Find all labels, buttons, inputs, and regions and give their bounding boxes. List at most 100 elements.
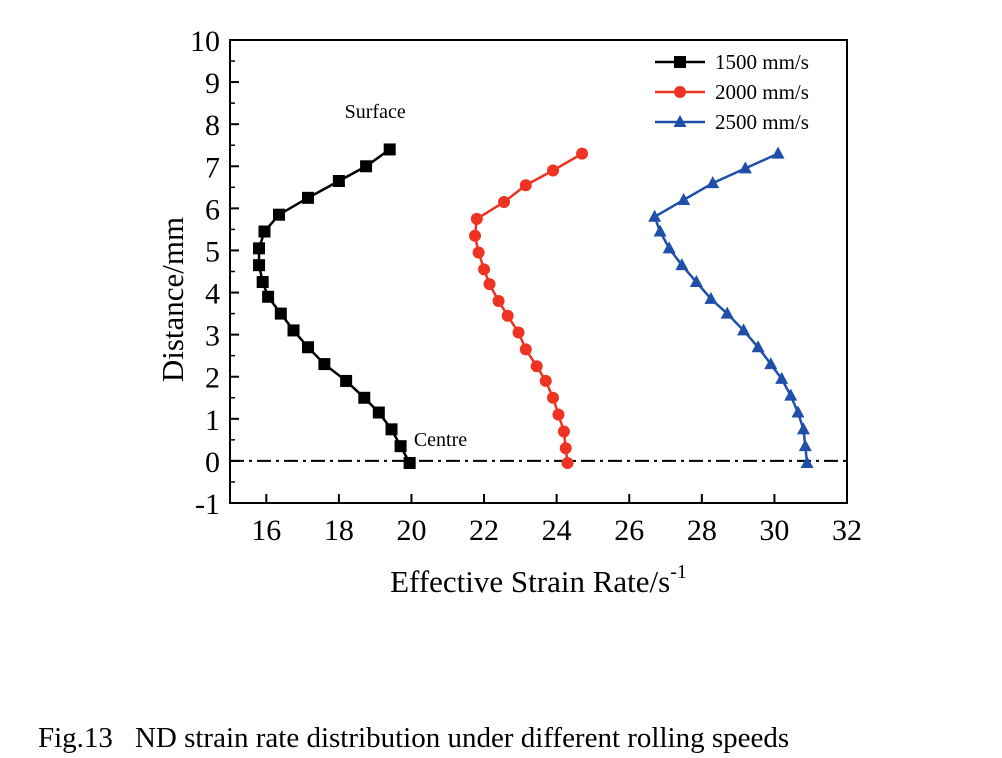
y-tick-label: 10 bbox=[190, 25, 220, 58]
series-3 bbox=[648, 146, 814, 469]
x-tick-label: 30 bbox=[759, 514, 789, 547]
x-axis-label: Effective Strain Rate/s-1 bbox=[390, 561, 687, 599]
data-point bbox=[557, 425, 570, 438]
data-point bbox=[547, 164, 560, 177]
data-point bbox=[258, 225, 271, 238]
data-point bbox=[272, 208, 285, 221]
y-axis-label: Distance/mm bbox=[155, 217, 190, 382]
data-point bbox=[552, 408, 565, 421]
data-point bbox=[492, 294, 505, 307]
y-tick-label: 2 bbox=[205, 362, 220, 395]
data-point bbox=[559, 442, 572, 455]
y-tick-label: 6 bbox=[205, 193, 220, 226]
series-group bbox=[253, 143, 814, 470]
data-point bbox=[539, 374, 552, 387]
y-tick-label: 9 bbox=[205, 67, 220, 100]
chart-svg: 16 18 20 22 24 26 28 30 32 -1 0 1 2 3 4 5 6 7 8 9 10 Surface… bbox=[155, 25, 862, 599]
y-tick-label: 5 bbox=[205, 235, 220, 268]
data-point bbox=[468, 229, 481, 242]
chart-axes: 16 18 20 22 24 26 28 30 32 -1 0 1 2 3 4 5 6 7 8 9 10 bbox=[190, 25, 862, 547]
data-point bbox=[561, 457, 574, 470]
series-line bbox=[257, 148, 411, 464]
data-point bbox=[360, 160, 373, 173]
data-point bbox=[318, 358, 331, 371]
x-tick-label: 20 bbox=[396, 514, 426, 547]
data-point bbox=[332, 175, 345, 188]
data-point bbox=[798, 439, 812, 452]
data-point bbox=[403, 457, 416, 470]
y-tick-label: 8 bbox=[205, 109, 220, 142]
data-point bbox=[340, 374, 353, 387]
y-tick-label: 4 bbox=[205, 278, 220, 311]
data-point bbox=[720, 306, 734, 319]
data-point bbox=[576, 147, 589, 160]
data-point bbox=[253, 259, 266, 272]
y-tick-label: -1 bbox=[195, 488, 220, 521]
series-1 bbox=[253, 143, 416, 470]
x-tick-label: 32 bbox=[832, 514, 862, 547]
data-point bbox=[498, 196, 511, 209]
series-line bbox=[473, 152, 583, 464]
legend-label: 1500 mm/s bbox=[715, 50, 809, 74]
legend-marker bbox=[674, 86, 686, 98]
data-point bbox=[648, 209, 662, 222]
caption-text: ND strain rate distribution under differ… bbox=[134, 722, 790, 754]
data-point bbox=[775, 371, 789, 384]
x-tick-label: 22 bbox=[469, 514, 499, 547]
data-point bbox=[302, 191, 315, 204]
x-tick-label: 18 bbox=[324, 514, 354, 547]
data-point bbox=[302, 341, 315, 354]
data-point bbox=[784, 388, 798, 401]
data-point bbox=[653, 224, 667, 237]
legend-label: 2000 mm/s bbox=[715, 80, 809, 104]
data-point bbox=[385, 423, 398, 436]
data-point bbox=[791, 405, 805, 418]
annotation-label: Centre bbox=[414, 429, 467, 451]
data-point bbox=[287, 324, 300, 337]
x-tick-label: 16 bbox=[251, 514, 281, 547]
data-point bbox=[764, 357, 778, 370]
data-point bbox=[530, 360, 543, 373]
data-point bbox=[675, 258, 689, 271]
x-tick-label: 24 bbox=[542, 514, 572, 547]
data-point bbox=[519, 343, 532, 356]
y-tick-label: 0 bbox=[205, 446, 220, 479]
data-point bbox=[547, 391, 560, 404]
annotation-label: Surface bbox=[345, 101, 406, 123]
y-tick-label: 1 bbox=[205, 404, 220, 437]
data-point bbox=[677, 192, 691, 205]
x-tick-label: 28 bbox=[687, 514, 717, 547]
legend: 1500 mm/s 2000 mm/s 2500 mm/s bbox=[655, 50, 809, 134]
series-line bbox=[653, 152, 809, 464]
series-2 bbox=[468, 147, 589, 470]
y-tick-label: 3 bbox=[205, 320, 220, 353]
x-tick-label: 26 bbox=[614, 514, 644, 547]
data-point bbox=[706, 176, 720, 189]
data-point bbox=[478, 263, 491, 276]
data-point bbox=[372, 406, 385, 419]
annotation-group: Surface Centre bbox=[345, 101, 468, 451]
data-point bbox=[470, 212, 483, 225]
data-point bbox=[737, 323, 751, 336]
x-axis-label-superscript: -1 bbox=[670, 561, 687, 583]
caption-number: Fig.13 bbox=[38, 722, 113, 754]
data-point bbox=[394, 440, 407, 453]
figure-caption: Fig.13 ND strain rate distribution under … bbox=[38, 722, 789, 755]
data-point bbox=[704, 291, 718, 304]
data-point bbox=[274, 307, 287, 320]
legend-marker bbox=[673, 115, 687, 127]
data-point bbox=[501, 309, 514, 322]
legend-label: 2500 mm/s bbox=[715, 110, 809, 134]
data-point bbox=[256, 276, 269, 289]
data-point bbox=[751, 340, 765, 353]
data-point bbox=[519, 179, 532, 192]
axis-labels: Effective Strain Rate/s-1 Distance/mm bbox=[155, 217, 687, 599]
data-point bbox=[662, 241, 676, 254]
data-point bbox=[512, 326, 525, 339]
data-point bbox=[771, 146, 785, 159]
data-point bbox=[800, 456, 814, 469]
data-point bbox=[483, 278, 496, 291]
data-point bbox=[253, 242, 266, 255]
y-tick-label: 7 bbox=[205, 151, 220, 184]
data-point bbox=[262, 290, 275, 303]
